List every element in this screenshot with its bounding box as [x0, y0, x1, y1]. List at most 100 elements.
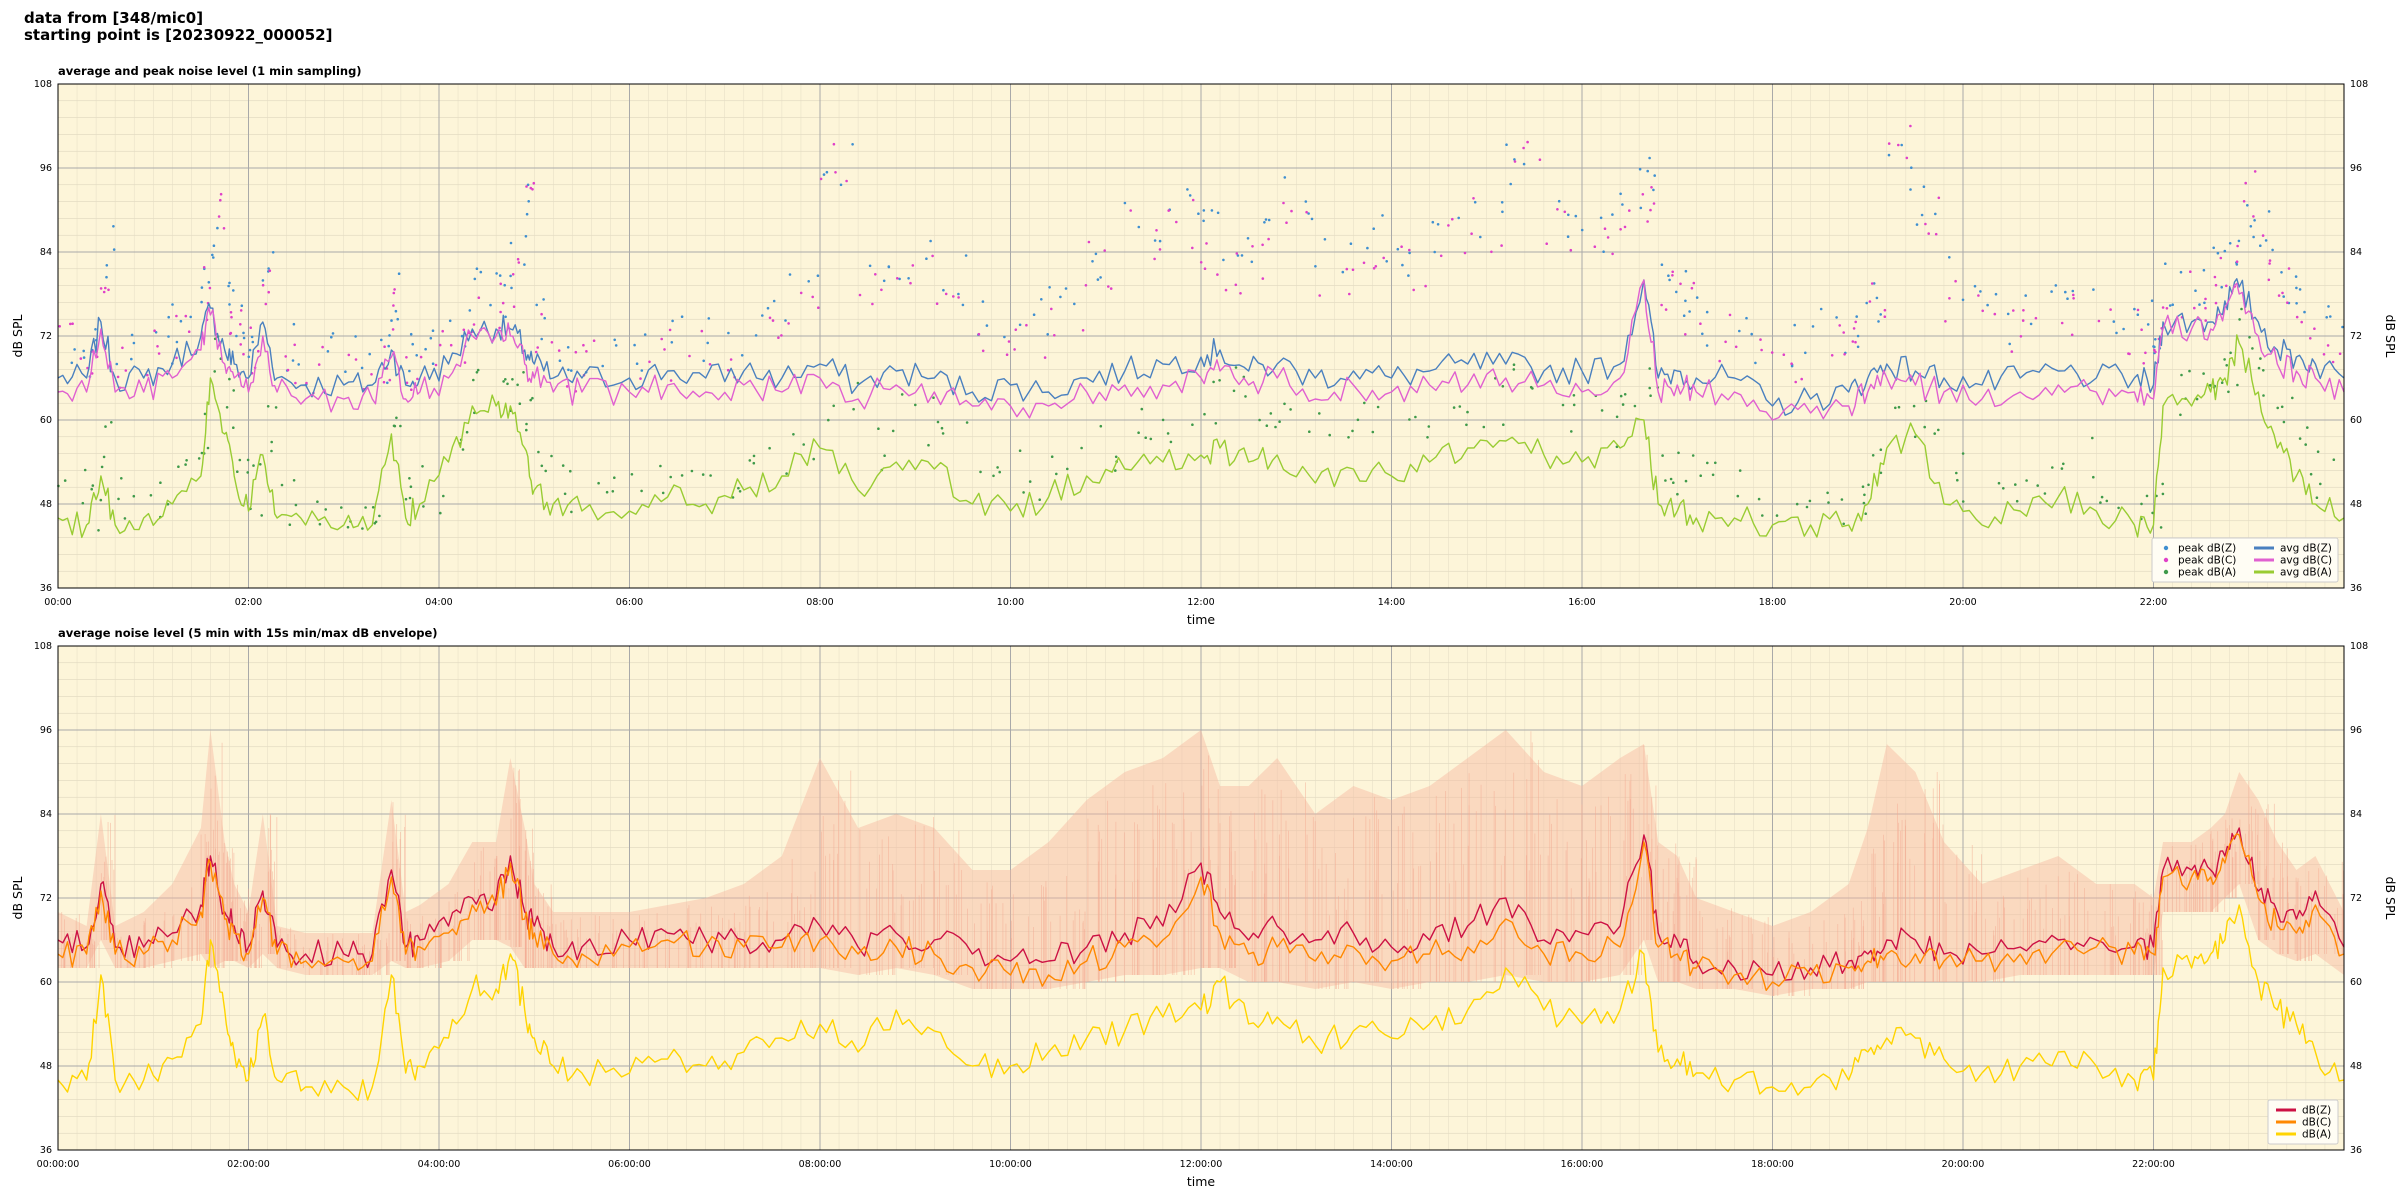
peak-marker	[261, 279, 265, 282]
peak-marker	[1948, 297, 1951, 300]
peak-marker	[239, 309, 243, 312]
peak-marker	[461, 448, 465, 451]
peak-marker	[1695, 296, 1699, 299]
peak-marker	[524, 235, 528, 238]
peak-marker	[2325, 316, 2328, 319]
legend-label: avg dB(C)	[2280, 555, 2332, 567]
peak-marker	[1852, 327, 1856, 330]
peak-marker	[819, 177, 823, 181]
peak-marker	[761, 314, 764, 317]
ytick-label-right: 108	[2350, 641, 2368, 652]
xtick-label: 08:00:00	[799, 1159, 842, 1170]
peak-marker	[914, 403, 917, 407]
peak-marker	[222, 227, 226, 230]
peak-marker	[212, 244, 216, 247]
peak-marker	[1114, 455, 1118, 459]
peak-marker	[2066, 297, 2069, 301]
peak-marker	[1897, 143, 1900, 147]
peak-marker	[1842, 522, 1845, 526]
peak-marker	[228, 377, 231, 381]
peak-marker	[499, 282, 503, 286]
peak-marker	[511, 273, 515, 276]
peak-marker	[297, 363, 301, 366]
peak-marker	[574, 350, 578, 354]
peak-marker	[121, 346, 124, 350]
peak-marker	[2219, 256, 2223, 260]
peak-marker	[931, 254, 934, 258]
peak-marker	[1080, 446, 1083, 450]
peak-marker	[242, 352, 245, 356]
peak-marker	[2029, 322, 2033, 326]
peak-marker	[1660, 263, 1664, 267]
peak-marker	[1879, 448, 1883, 452]
peak-marker	[91, 484, 95, 487]
peak-marker	[1372, 267, 1376, 270]
peak-marker	[1692, 281, 1696, 285]
peak-marker	[1046, 333, 1049, 336]
peak-marker	[330, 335, 333, 339]
peak-marker	[211, 253, 214, 257]
peak-marker	[392, 304, 395, 307]
peak-marker	[2259, 357, 2262, 360]
peak-marker	[1879, 471, 1883, 475]
peak-marker	[1621, 403, 1625, 406]
peak-marker	[239, 343, 242, 346]
peak-marker	[105, 264, 109, 267]
peak-marker	[1203, 267, 1207, 271]
peak-marker	[405, 381, 409, 385]
peak-marker	[1981, 309, 1984, 313]
peak-marker	[177, 465, 180, 469]
peak-marker	[354, 358, 358, 361]
peak-marker	[1794, 380, 1797, 384]
peak-marker	[1606, 236, 1610, 239]
peak-marker	[1867, 483, 1870, 487]
peak-marker	[82, 349, 85, 353]
peak-marker	[225, 406, 229, 409]
peak-marker	[2019, 335, 2023, 338]
peak-marker	[592, 339, 596, 343]
peak-marker	[1267, 237, 1270, 241]
peak-marker	[1314, 265, 1317, 268]
peak-marker	[1472, 197, 1475, 200]
peak-marker	[1235, 252, 1239, 255]
peak-marker	[537, 450, 540, 454]
peak-marker	[1452, 406, 1456, 409]
peak-marker	[1705, 310, 1709, 314]
peak-marker	[305, 381, 308, 385]
peak-marker	[90, 487, 93, 491]
legend-label: peak dB(C)	[2178, 555, 2236, 567]
peak-marker	[1699, 474, 1702, 478]
peak-marker	[1887, 153, 1891, 157]
peak-marker	[104, 425, 107, 428]
peak-marker	[393, 424, 397, 428]
peak-marker	[431, 362, 435, 366]
peak-marker	[1216, 211, 1220, 215]
peak-marker	[1318, 412, 1321, 415]
peak-marker	[212, 256, 215, 259]
peak-marker	[115, 362, 119, 366]
peak-marker	[2136, 308, 2140, 312]
ytick-label-right: 36	[2350, 583, 2362, 594]
chart-top-panel: 36 36 48 48 60 60 72 72 84 84 96 96 108 108 00:00 02:00…	[10, 64, 2398, 627]
peak-marker	[1545, 242, 1548, 245]
peak-marker	[208, 286, 212, 290]
peak-marker	[1835, 316, 1838, 319]
peak-marker	[659, 464, 662, 468]
peak-marker	[251, 340, 255, 344]
peak-marker	[1427, 425, 1431, 428]
peak-marker	[184, 314, 188, 318]
peak-marker	[1684, 333, 1687, 336]
peak-marker	[1307, 212, 1310, 215]
peak-marker	[347, 353, 351, 357]
peak-marker	[1013, 348, 1016, 351]
legend-label: dB(Z)	[2302, 1105, 2331, 1117]
peak-marker	[1144, 436, 1147, 440]
legend-label: dB(C)	[2302, 1117, 2331, 1129]
peak-marker	[1805, 505, 1809, 509]
peak-marker	[1714, 461, 1717, 465]
peak-marker	[1851, 340, 1855, 343]
peak-marker	[271, 251, 275, 254]
peak-marker	[132, 494, 136, 498]
peak-marker	[267, 267, 270, 270]
peak-marker	[247, 355, 251, 359]
